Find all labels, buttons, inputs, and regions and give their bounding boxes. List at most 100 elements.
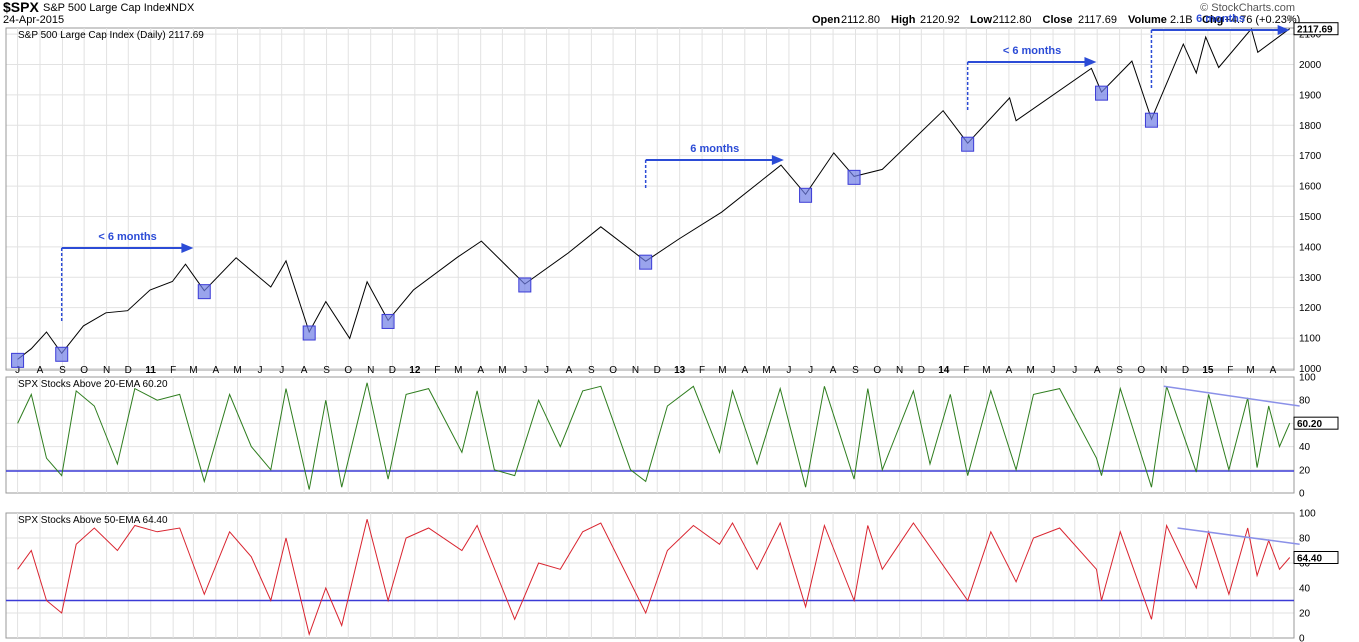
y-tick-label: 2000 xyxy=(1299,60,1322,71)
y-tick-label: 1200 xyxy=(1299,303,1322,314)
annotation-label: 6 months xyxy=(1196,13,1245,25)
x-tick-label: N xyxy=(1160,365,1167,376)
symbol-label: $SPX xyxy=(3,0,39,15)
pullback-box xyxy=(55,346,69,362)
scroll-up-icon xyxy=(1287,15,1295,21)
y-tick-label: 0 xyxy=(1299,634,1305,642)
x-tick-label: S xyxy=(852,365,859,376)
x-tick-label: M xyxy=(233,365,241,376)
x-tick-label: N xyxy=(367,365,374,376)
y-tick-label: 1900 xyxy=(1299,90,1322,101)
trend-line xyxy=(1163,385,1300,407)
x-tick-label: 15 xyxy=(1202,365,1214,376)
y-tick-label: 100 xyxy=(1299,509,1316,520)
x-tick-label: A xyxy=(1094,365,1101,376)
y-tick-label: 40 xyxy=(1299,584,1311,595)
stat-volume-label: Volume xyxy=(1128,14,1167,26)
x-tick-label: A xyxy=(301,365,308,376)
annotation-label: 6 months xyxy=(690,143,739,155)
x-tick-label: S xyxy=(1116,365,1123,376)
pullback-box xyxy=(1095,85,1109,101)
x-tick-label: O xyxy=(609,365,617,376)
panel-frame xyxy=(5,376,1295,494)
last-value-label: 64.40 xyxy=(1297,554,1322,565)
ema20-line xyxy=(17,382,1291,490)
x-tick-label: F xyxy=(963,365,969,376)
y-tick-label: 40 xyxy=(1299,442,1311,453)
x-tick-label: O xyxy=(80,365,88,376)
x-tick-label: J xyxy=(279,365,284,376)
x-tick-label: M xyxy=(1026,365,1034,376)
annotation-label: < 6 months xyxy=(98,231,156,243)
x-tick-label: S xyxy=(323,365,330,376)
y-tick-label: 1700 xyxy=(1299,151,1322,162)
stat-low-value: 2112.80 xyxy=(993,14,1032,26)
x-tick-label: F xyxy=(699,365,705,376)
x-tick-label: M xyxy=(454,365,462,376)
y-tick-label: 1500 xyxy=(1299,212,1322,223)
x-tick-label: J xyxy=(808,365,813,376)
x-tick-label: J xyxy=(1072,365,1077,376)
pullback-box xyxy=(1144,112,1158,128)
x-tick-label: A xyxy=(37,365,44,376)
annotation-label: < 6 months xyxy=(1003,45,1061,57)
pullback-box xyxy=(847,169,861,185)
last-value-label: 2117.69 xyxy=(1297,25,1333,36)
pullback-box xyxy=(302,325,316,341)
stat-open-label: Open xyxy=(812,14,840,26)
x-tick-label: M xyxy=(762,365,770,376)
pullback-box xyxy=(197,284,211,300)
x-tick-label: J xyxy=(522,365,527,376)
price-line xyxy=(17,27,1290,360)
pullback-box xyxy=(518,277,532,293)
date-label: 24-Apr-2015 xyxy=(3,14,64,26)
y-tick-label: 1800 xyxy=(1299,121,1322,132)
x-tick-label: O xyxy=(344,365,352,376)
x-tick-label: D xyxy=(389,365,396,376)
x-tick-label: O xyxy=(1137,365,1145,376)
x-tick-label: D xyxy=(918,365,925,376)
stat-chg-value: +4.76 (+0.23%) xyxy=(1225,14,1301,26)
x-tick-label: J xyxy=(544,365,549,376)
x-tick-label: J xyxy=(1051,365,1056,376)
panel-title: S&P 500 Large Cap Index (Daily) 2117.69 xyxy=(18,30,204,41)
x-tick-label: A xyxy=(1270,365,1277,376)
last-value-box xyxy=(1293,551,1339,564)
stat-volume-value: 2.1B xyxy=(1170,14,1193,26)
x-tick-label: M xyxy=(498,365,506,376)
y-tick-label: 20 xyxy=(1299,609,1311,620)
pullback-box xyxy=(381,313,395,329)
watermark: © StockCharts.com xyxy=(1200,2,1295,14)
last-value-box xyxy=(1293,22,1339,36)
index-name: S&P 500 Large Cap Index xyxy=(43,2,171,14)
y-tick-label: 1000 xyxy=(1299,364,1322,375)
stat-high-value: 2120.92 xyxy=(920,14,960,26)
x-tick-label: D xyxy=(654,365,661,376)
panel-title: SPX Stocks Above 20-EMA 60.20 xyxy=(18,379,168,390)
panel-frame xyxy=(5,27,1295,371)
arrow-head-icon xyxy=(181,243,194,253)
x-tick-label: A xyxy=(477,365,484,376)
x-tick-label: 12 xyxy=(409,365,421,376)
x-tick-label: M xyxy=(982,365,990,376)
y-tick-label: 1600 xyxy=(1299,182,1322,193)
y-tick-label: 80 xyxy=(1299,534,1311,545)
exchange-label: INDX xyxy=(168,2,195,14)
x-tick-label: 14 xyxy=(938,365,950,376)
x-tick-label: A xyxy=(1006,365,1013,376)
x-tick-label: 13 xyxy=(674,365,686,376)
x-tick-label: N xyxy=(896,365,903,376)
pullback-box xyxy=(11,352,25,368)
pullback-box xyxy=(799,187,813,203)
x-tick-label: F xyxy=(170,365,176,376)
x-tick-label: A xyxy=(741,365,748,376)
arrow-head-icon xyxy=(1084,57,1097,67)
x-tick-label: S xyxy=(59,365,66,376)
last-value-box xyxy=(1293,416,1339,430)
x-tick-label: 11 xyxy=(145,365,156,376)
y-tick-label: 20 xyxy=(1299,465,1311,476)
pullback-box xyxy=(639,254,653,270)
y-tick-label: 80 xyxy=(1299,396,1311,407)
x-tick-label: J xyxy=(257,365,262,376)
